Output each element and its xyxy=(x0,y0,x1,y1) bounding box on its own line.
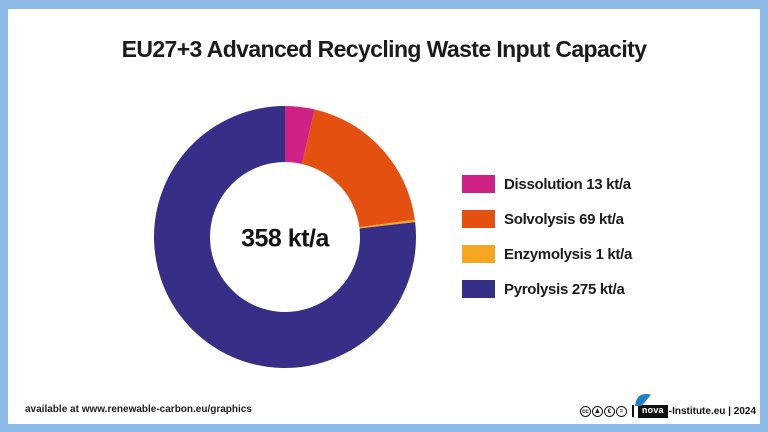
legend-swatch-dissolution xyxy=(462,175,495,193)
legend-swatch-pyrolysis xyxy=(462,280,495,298)
chart-legend: Dissolution 13 kt/a Solvolysis 69 kt/a Enz… xyxy=(462,175,632,298)
donut-chart xyxy=(154,106,416,368)
legend-label: Enzymolysis 1 kt/a xyxy=(504,245,632,263)
legend-item-dissolution: Dissolution 13 kt/a xyxy=(462,175,632,193)
nova-wordmark: nova xyxy=(637,405,668,418)
legend-label: Dissolution 13 kt/a xyxy=(504,175,631,193)
cc-by-icon: ♟ xyxy=(591,406,603,417)
legend-label: Pyrolysis 275 kt/a xyxy=(504,280,625,298)
donut-center-total: 358 kt/a xyxy=(241,224,329,253)
nova-logo: nova xyxy=(631,393,668,418)
chart-title: EU27+3 Advanced Recycling Waste Input Ca… xyxy=(121,36,647,62)
nova-swoosh-icon xyxy=(634,393,651,407)
source-note: available at www.renewable-carbon.eu/gra… xyxy=(25,404,252,415)
donut-segment-enzymolysis xyxy=(359,219,416,229)
legend-swatch-enzymolysis xyxy=(462,245,495,263)
cc-nc-icon: € xyxy=(603,406,615,417)
legend-item-pyrolysis: Pyrolysis 275 kt/a xyxy=(462,280,632,298)
legend-swatch-solvolysis xyxy=(462,210,495,228)
legend-item-enzymolysis: Enzymolysis 1 kt/a xyxy=(462,245,632,263)
license-icons: cc ♟ € = xyxy=(579,406,627,417)
legend-item-solvolysis: Solvolysis 69 kt/a xyxy=(462,210,632,228)
legend-label: Solvolysis 69 kt/a xyxy=(504,210,624,228)
donut-segment-pyrolysis xyxy=(154,106,416,368)
brand-suffix: -Institute.eu | 2024 xyxy=(668,406,756,417)
donut-segment-solvolysis xyxy=(301,109,415,228)
cc-icon: cc xyxy=(579,406,591,417)
cc-nd-icon: = xyxy=(615,406,627,417)
donut-segment-dissolution xyxy=(285,106,315,164)
footer-brand-area: cc ♟ € = nova -Institute.eu | 2024 xyxy=(579,393,756,419)
logo-divider-bar xyxy=(631,405,634,418)
